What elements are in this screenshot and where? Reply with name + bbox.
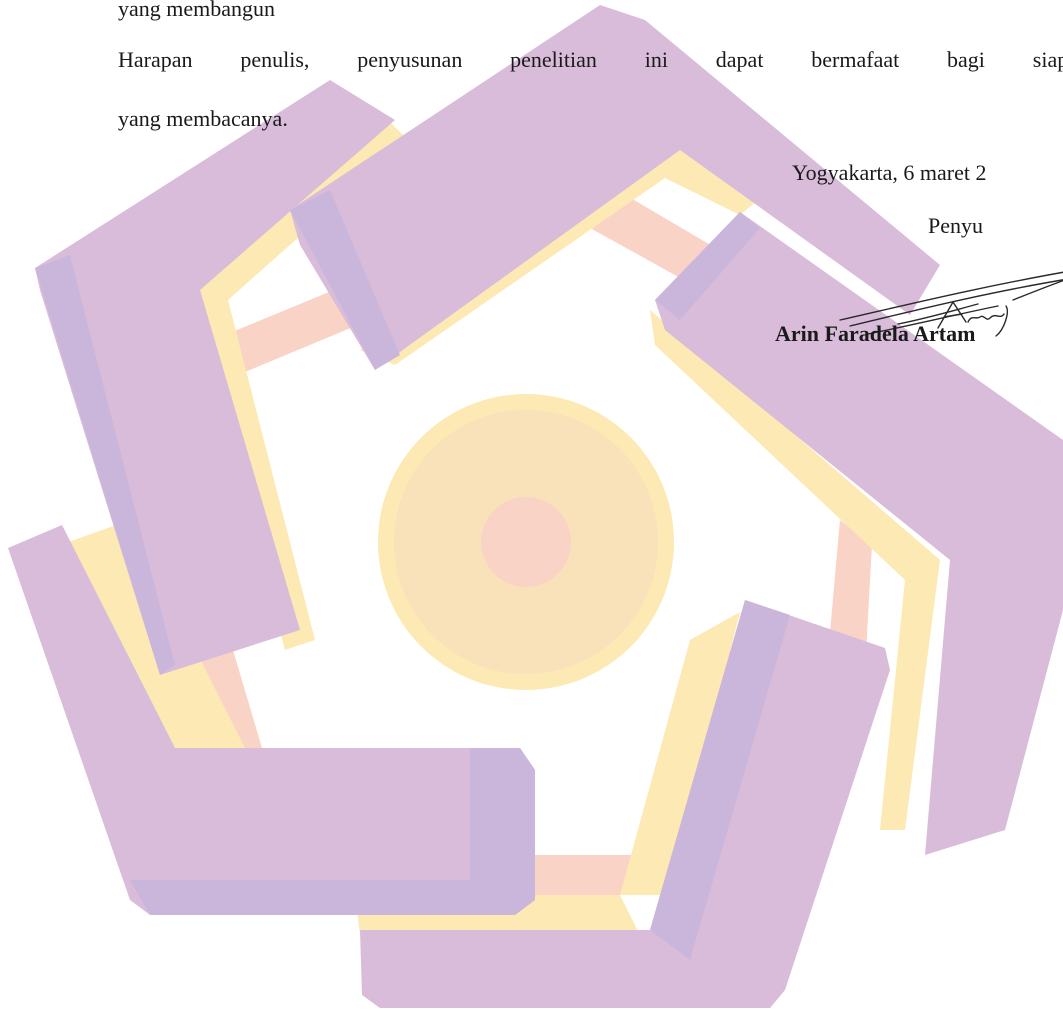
word: ini [644,47,668,72]
word: Harapan [118,47,193,72]
watermark-purple-shade-bottom [130,880,515,915]
body-text-line-1: yang membangun [118,0,276,21]
watermark-purple-shade-bottomleft [470,748,535,915]
watermark-purple-shade-left [35,255,175,675]
watermark-peach-band-bottom [505,855,640,895]
word: penyusunan [357,47,463,72]
word: bagi [947,47,985,72]
watermark-yellow-band-top [360,140,770,365]
author-role: Penyu [928,213,983,238]
word: dapat [715,47,764,72]
body-text-line-2: Harapan penulis, penyusunan penelitian i… [118,49,1063,71]
signature-icon [839,271,1063,337]
body-text-line-3: yang membacanya. [118,106,288,131]
watermark-purple-shade-bottomright [650,600,790,960]
watermark-inner-circle [481,497,571,587]
author-name: Arin Faradela Artam [775,321,976,346]
word: siapa [1032,47,1063,72]
watermark-peach-band-top [225,180,770,372]
word: bermafaat [811,47,900,72]
watermark-yellow-band-bottomright [620,612,740,895]
watermark-purple-limb-top [290,5,940,370]
watermark-yellow-band-right [650,310,940,830]
watermark-purple-limb-right [655,212,1063,855]
watermark-purple-shade-top [290,190,400,370]
word: penelitian [510,47,597,72]
place-date: Yogyakarta, 6 maret 2 [792,160,987,185]
watermark-purple-limb-left [8,525,535,915]
watermark-purple-shade-right [655,212,760,320]
word: penulis, [240,47,310,72]
